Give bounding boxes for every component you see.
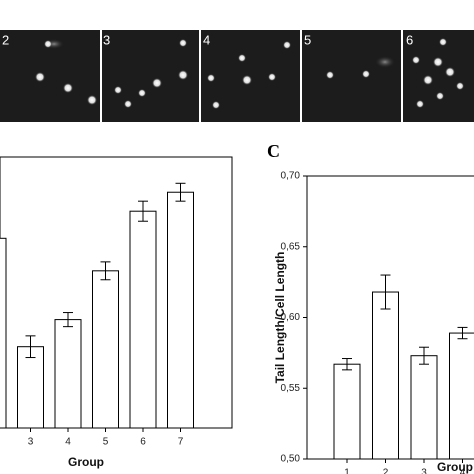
- panel-number: 5: [304, 32, 311, 47]
- bar: [449, 332, 474, 460]
- x-tick-label: 7: [178, 437, 184, 448]
- x-tick-label: 3: [28, 437, 34, 448]
- x-tick-label: 3: [421, 468, 427, 474]
- error-bar: [175, 182, 186, 202]
- bar: [54, 319, 82, 429]
- strip-bg: [0, 30, 474, 122]
- y-axis-label: Tail Length/Cell Length: [273, 252, 287, 384]
- error-bar: [380, 274, 391, 310]
- x-tick-label: 4: [460, 468, 466, 474]
- panel-number: 6: [406, 32, 413, 47]
- y-tick-label: 0,70: [281, 171, 301, 182]
- bar: [167, 191, 194, 429]
- error-bar: [342, 358, 352, 371]
- error-bar: [25, 335, 36, 359]
- y-tick-label: 0,60: [281, 312, 301, 323]
- bar: [92, 270, 119, 429]
- panel-number: 2: [2, 32, 9, 47]
- comets: [35, 38, 464, 109]
- x-tick-label: 1: [344, 468, 350, 474]
- x-axis-label: Group: [437, 460, 473, 474]
- x-tick-label: 6: [140, 437, 146, 448]
- error-bar: [100, 261, 111, 281]
- micrograph-strip: [0, 30, 474, 122]
- bar: [333, 363, 361, 460]
- bar: [410, 355, 438, 460]
- x-tick-label: 4: [65, 437, 71, 448]
- bar: [129, 210, 157, 429]
- x-axis-label: Group: [68, 455, 104, 469]
- x-tick-label: 2: [383, 468, 389, 474]
- panel-label: C: [267, 141, 280, 161]
- bar: [372, 291, 399, 460]
- x-tick-label: 5: [103, 437, 109, 448]
- error-bar: [419, 346, 429, 365]
- error-bar: [457, 326, 468, 340]
- bar: [17, 346, 44, 429]
- bar: [0, 237, 7, 429]
- y-tick-label: 0,50: [281, 454, 301, 465]
- y-tick-label: 0,55: [281, 383, 301, 394]
- y-tick-label: 0,65: [281, 241, 301, 252]
- panel-number: 3: [103, 32, 110, 47]
- panel-number: 4: [203, 32, 210, 47]
- error-bar: [63, 312, 73, 328]
- error-bar: [138, 200, 148, 222]
